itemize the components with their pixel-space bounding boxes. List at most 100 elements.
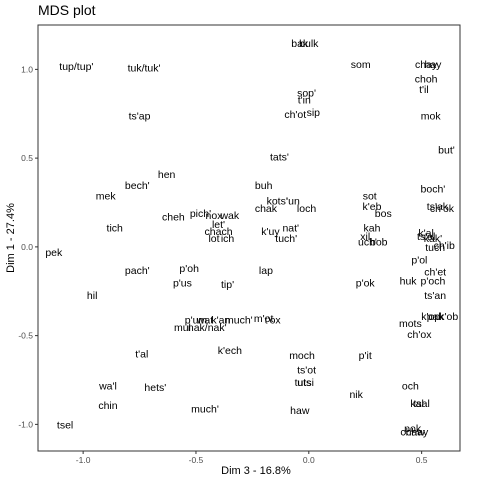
- point-label: ts'an: [424, 290, 446, 302]
- point-label: mul: [174, 322, 191, 334]
- point-label: much': [225, 315, 253, 327]
- x-tick-label: 0.0: [303, 455, 315, 465]
- point-label: k'uy: [261, 226, 280, 238]
- point-label: mek: [96, 190, 117, 202]
- point-labels: tup/tup' tuk/tuk' ts'ap hen bech' mek tich pek p…: [45, 38, 458, 439]
- point-label: p'ok: [356, 277, 376, 289]
- point-label: ch'ot: [284, 109, 306, 121]
- point-label: lap: [259, 265, 273, 277]
- y-axis-title: Dim 1 - 27.4%: [5, 203, 17, 273]
- point-label: cheh: [162, 212, 185, 224]
- point-label: ch'et: [424, 267, 446, 279]
- point-label: t'ox: [265, 315, 282, 327]
- point-label: ts'al: [417, 231, 435, 243]
- point-label: hil: [87, 290, 98, 302]
- y-tick-label: 0.5: [21, 153, 33, 163]
- point-label: ich: [221, 233, 235, 245]
- point-label: ch'ib: [434, 240, 455, 252]
- point-label: ch'ok: [430, 203, 455, 215]
- point-label: ts'ot: [297, 364, 316, 376]
- point-label: som: [351, 59, 371, 71]
- point-label: hets': [144, 382, 166, 394]
- point-label: nik: [349, 389, 363, 401]
- point-label: much': [191, 403, 219, 415]
- point-label: chach: [205, 226, 233, 238]
- point-label: kots': [267, 196, 288, 208]
- point-label: hen: [158, 169, 176, 181]
- point-label: bulk: [299, 38, 319, 50]
- point-label: k'op: [421, 311, 440, 323]
- point-label: let': [212, 219, 225, 231]
- point-label: mok: [421, 111, 442, 123]
- point-label: ts'ak: [427, 201, 449, 213]
- point-label: tuk/tuk': [128, 63, 161, 75]
- point-label: but': [438, 144, 455, 156]
- point-label: choh: [415, 73, 438, 85]
- y-tick-label: 0.0: [21, 242, 33, 252]
- point-label: bob: [370, 237, 388, 249]
- point-label: huk: [400, 276, 418, 288]
- point-label: p'och: [421, 276, 446, 288]
- y-tick-label: -0.5: [18, 331, 33, 341]
- point-label: och: [402, 380, 419, 392]
- point-label: bak: [291, 38, 309, 50]
- point-label: chay: [415, 59, 438, 71]
- plot-panel: [37, 24, 461, 452]
- point-label: bech': [125, 180, 150, 192]
- point-label: ts'ap: [129, 111, 151, 123]
- point-label: mots: [399, 318, 422, 330]
- point-label: tup/tup': [59, 61, 93, 73]
- point-label: nak/nak': [188, 322, 227, 334]
- point-label: t'il: [419, 84, 429, 96]
- point-label: wa'l: [98, 380, 117, 392]
- point-label: tsel: [57, 419, 73, 431]
- point-label: sip: [307, 107, 321, 119]
- point-label: lot: [208, 233, 219, 245]
- point-label: kak': [424, 233, 442, 245]
- point-label: kah: [364, 222, 381, 234]
- point-label: tich: [107, 222, 124, 234]
- point-label: 'un: [286, 196, 300, 208]
- point-label: uts: [297, 377, 311, 389]
- point-label: chay: [406, 426, 429, 438]
- y-tick-label: -1.0: [18, 419, 33, 429]
- point-label: pek: [45, 247, 63, 259]
- point-label: k'an: [211, 315, 230, 327]
- point-label: tip': [221, 279, 234, 291]
- x-axis: -1.0 -0.5 0.0 0.5: [76, 451, 428, 465]
- point-label: t'al: [135, 348, 148, 360]
- point-label: uch': [358, 237, 377, 249]
- point-label: m'ot: [254, 313, 274, 325]
- x-tick-label: -1.0: [76, 455, 91, 465]
- point-label: k'eb: [363, 201, 382, 213]
- point-label: nox: [206, 210, 224, 222]
- point-label: k'al: [418, 228, 433, 240]
- point-label: pich': [190, 208, 211, 220]
- x-tick-label: -0.5: [189, 455, 204, 465]
- point-label: xil: [360, 231, 370, 243]
- point-label: p'ol: [411, 254, 427, 266]
- point-label: tats': [270, 151, 289, 163]
- point-label: nat': [282, 222, 299, 234]
- point-label: ch'ox: [407, 329, 432, 341]
- point-label: pak: [427, 311, 445, 323]
- point-label: p'it: [359, 350, 372, 362]
- point-label: p'oh: [179, 263, 199, 275]
- point-label: wak: [219, 210, 239, 222]
- point-label: t'in: [298, 95, 311, 107]
- point-label: boch': [421, 183, 446, 195]
- point-label: p'us: [173, 277, 192, 289]
- point-label: tutsi: [295, 377, 314, 389]
- point-label: kal: [410, 398, 423, 410]
- point-label: sop': [297, 87, 316, 99]
- point-label: loch: [297, 203, 316, 215]
- point-label: moch: [289, 350, 315, 362]
- y-tick-label: 1.0: [21, 64, 33, 74]
- point-label: chak: [255, 203, 278, 215]
- point-label: haw: [290, 405, 310, 417]
- point-label: k'ob: [439, 311, 458, 323]
- y-axis: -1.0 -0.5 0.0 0.5 1.0: [18, 64, 38, 429]
- point-label: chin: [98, 400, 117, 412]
- chart-title: MDS plot: [38, 2, 96, 18]
